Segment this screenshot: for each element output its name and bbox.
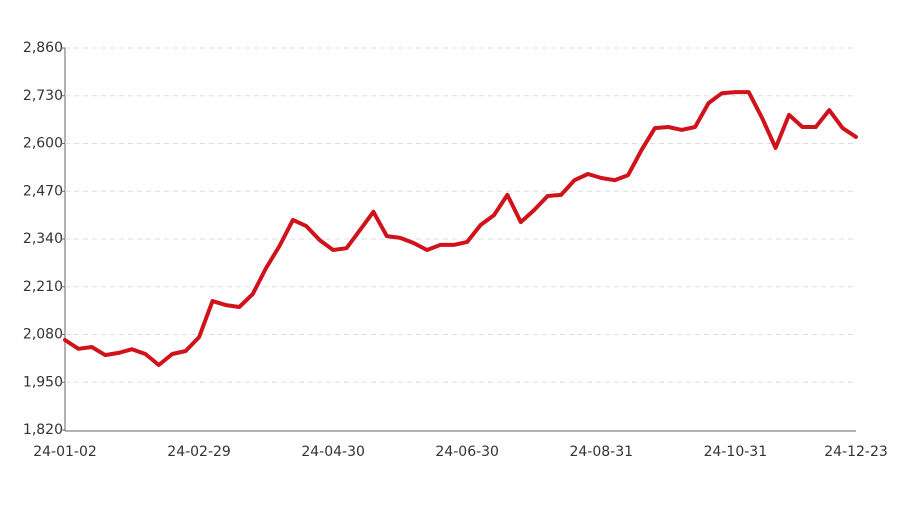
- x-tick-label: 24-02-29: [167, 444, 231, 460]
- x-tick-label: 24-08-31: [569, 444, 633, 460]
- x-tick-label: 24-04-30: [301, 444, 365, 460]
- x-tick-label: 24-12-23: [824, 444, 888, 460]
- y-tick-label: 1,820: [23, 422, 63, 438]
- y-tick-label: 2,600: [23, 136, 63, 152]
- x-tick-label: 24-01-02: [33, 444, 97, 460]
- y-tick-label: 2,340: [23, 231, 63, 247]
- y-tick-label: 2,860: [23, 40, 63, 56]
- y-tick-label: 2,080: [23, 327, 63, 343]
- y-tick-label: 2,470: [23, 183, 63, 199]
- x-tick-label: 24-06-30: [435, 444, 499, 460]
- line-series: [63, 90, 858, 367]
- x-tick-label: 24-10-31: [704, 444, 768, 460]
- y-tick-label: 2,210: [23, 279, 63, 295]
- y-tick-label: 1,950: [23, 374, 63, 390]
- y-tick-label: 2,730: [23, 88, 63, 104]
